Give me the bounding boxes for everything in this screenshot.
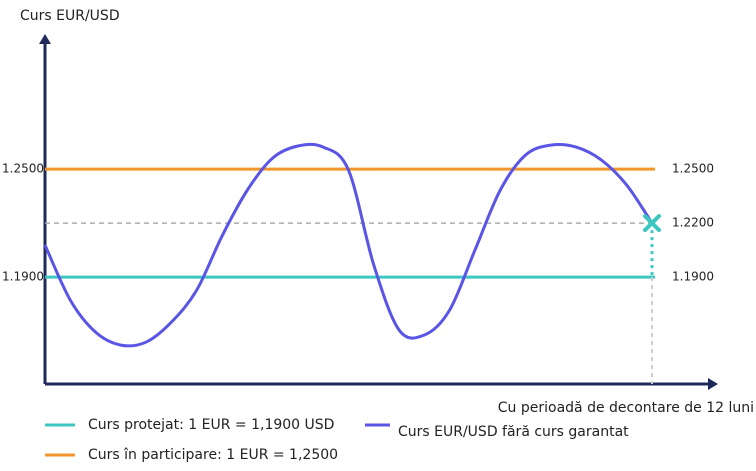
final-label: 1.2200 [672,216,714,230]
legend-label: Curs EUR/USD fără curs garantat [398,424,629,440]
legend-label: Curs protejat: 1 EUR = 1,1900 USD [88,417,334,433]
y-axis-title: Curs EUR/USD [20,8,120,24]
y-tick-label: 1.2500 [2,162,44,176]
x-axis-arrow [708,378,718,390]
reference-label: 1.2500 [672,162,714,176]
final-marker [643,214,661,233]
y-tick-label: 1.1900 [2,270,44,284]
reference-label: 1.1900 [672,270,714,284]
y-axis-arrow [39,34,51,44]
legend-label: Curs în participare: 1 EUR = 1,2500 [88,447,338,463]
line-series [43,142,654,348]
x-axis-title: Cu perioadă de decontare de 12 luni [498,400,754,416]
